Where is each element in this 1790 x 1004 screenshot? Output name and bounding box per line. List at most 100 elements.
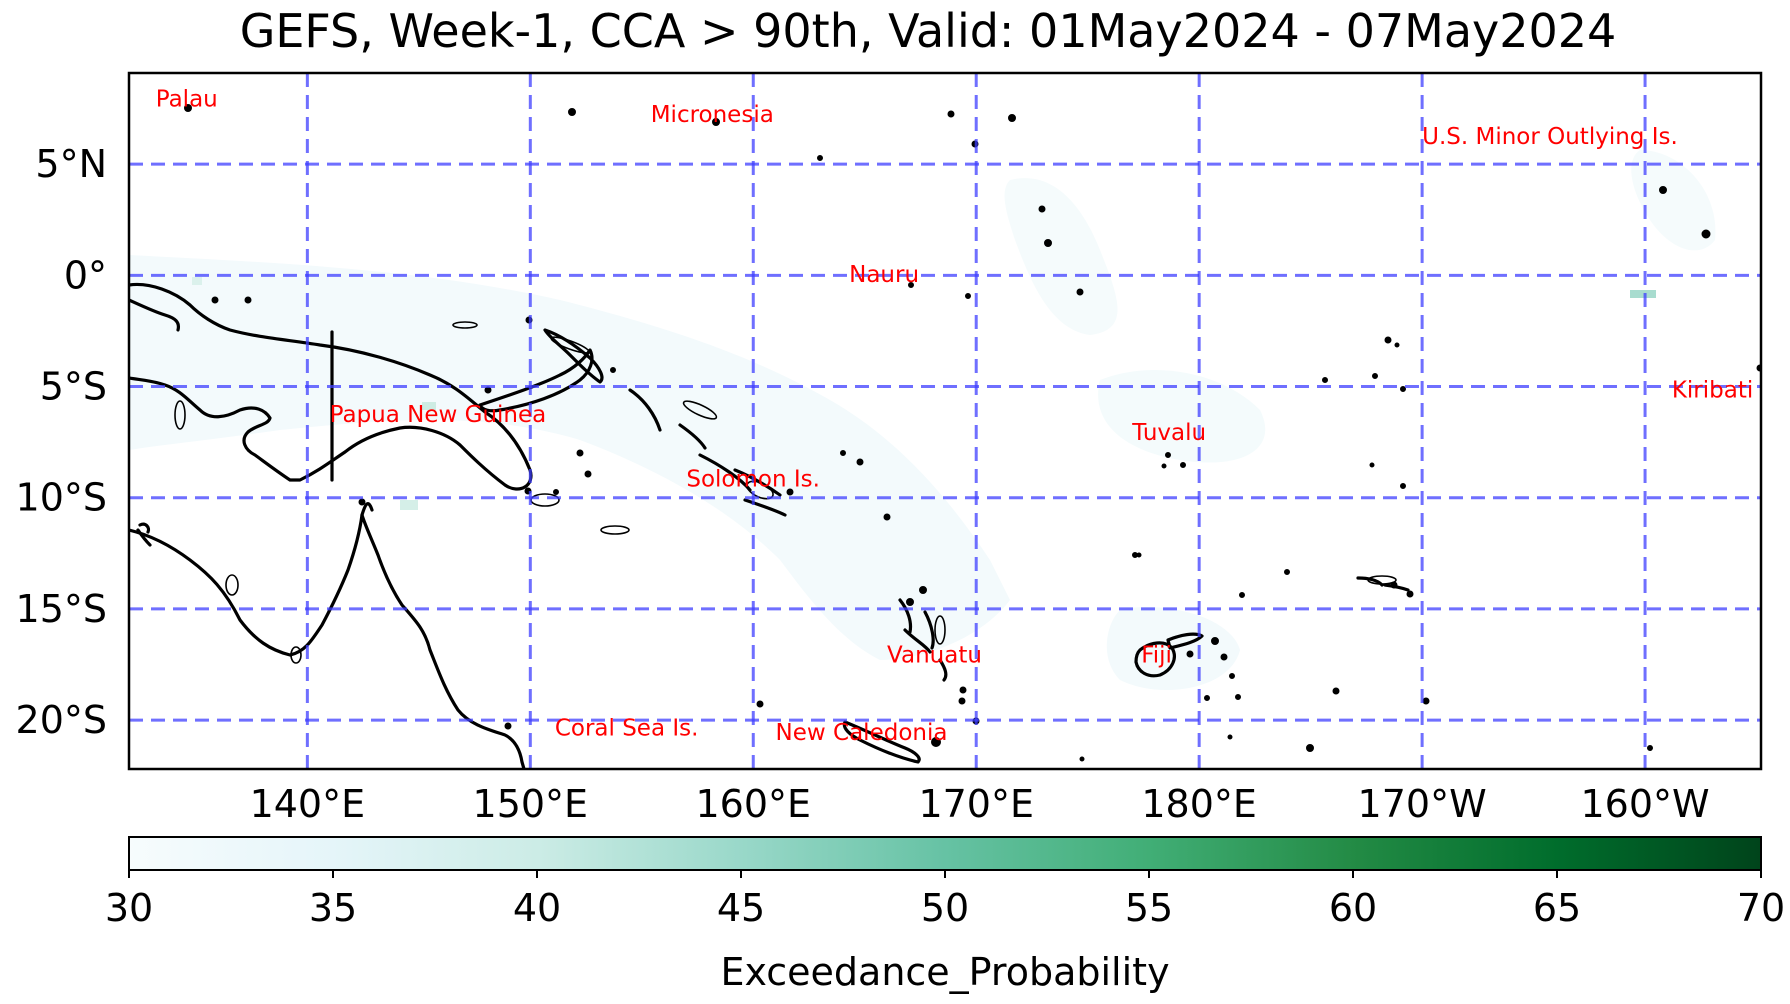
tasmania-islands-coastline [136,522,152,547]
probability-band-central [1098,370,1266,463]
cape-york-coastline [360,502,374,517]
longitude-tick-label: 160°E [695,782,811,826]
country-label: Vanuatu [887,642,982,668]
latitude-tick-label: 5°N [35,142,107,186]
island-dot [906,598,914,606]
map-background [129,73,1761,769]
island-dot [908,282,914,288]
longitude-tick-label: 150°E [473,782,589,826]
country-label: Solomon Is. [686,467,820,493]
island-dot [840,450,846,456]
country-label: Papua New Guinea [330,402,547,428]
island-dot [576,449,584,457]
colorbar: 30 35 40 45 50 55 60 65 70 Exceedance_Probabilit… [105,836,1785,994]
island-dot [1136,552,1142,558]
probability-band-equatorial [129,255,1010,660]
island-dot [1701,229,1711,239]
colorbar-tick-label: 60 [1329,886,1377,930]
island-dot [1659,186,1667,194]
country-label: New Caledonia [776,720,948,746]
new-ireland-coastline [543,328,604,384]
country-label: Kiribati [1672,378,1753,404]
island-dot [1406,590,1414,598]
island-shape [225,574,239,596]
island-dot [1165,452,1171,458]
country-label: Micronesia [651,102,774,128]
island-dot [1229,673,1235,679]
colorbar-tick-label: 65 [1533,886,1581,930]
probability-patch [192,277,202,285]
latitude-tick-label: 10°S [16,476,107,520]
map-panel: Palau Micronesia U.S. Minor Outlying Is. Na… [16,71,1763,826]
colorbar-tick-label: 35 [309,886,357,930]
island-dot [1220,653,1228,661]
island-dot [712,118,720,126]
map-coastlines [129,282,1410,769]
island-dot [1076,288,1084,296]
island-dot [817,155,823,161]
island-dot [1180,462,1186,468]
colorbar-tick-label: 50 [921,886,969,930]
island-dot [358,498,366,506]
island-dot [1044,239,1052,247]
island-shape [290,646,302,664]
longitude-tick-label: 140°E [250,782,366,826]
probability-band-east [1631,150,1716,251]
longitude-tick-label: 180°E [1141,782,1257,826]
island-dot [1369,462,1375,468]
island-shape [550,336,590,354]
latitude-tick-label: 20°S [16,698,107,742]
island-dot [1132,552,1138,558]
latitude-tick-label: 15°S [16,587,107,631]
island-dot [1394,342,1400,348]
new-guinea-coastline [129,282,533,491]
map-frame [127,71,1763,771]
island-dot [1227,734,1233,740]
longitude-tick-label: 160°W [1581,782,1710,826]
fiji-vanua-levu-coastline [1166,632,1204,650]
country-label: Coral Sea Is. [555,716,699,742]
colorbar-tick-label: 55 [1125,886,1173,930]
probability-band-north [1004,178,1118,335]
colorbar-tick-label: 30 [105,886,153,930]
colorbar-gradient [128,836,1762,871]
island-dot [1306,744,1314,752]
island-dot [1079,756,1085,762]
island-dot [584,470,592,478]
island-dot [1008,114,1016,122]
island-dot [1400,386,1406,392]
new-britain-coastline [478,348,594,413]
colorbar-label: Exceedance_Probability [720,950,1169,994]
island-dot [1038,205,1046,213]
longitude-tick-labels: 140°E 150°E 160°E 170°E 180°E 170°W 160°W [250,782,1710,826]
island-dot [610,367,616,373]
map-gridlines [129,73,1761,769]
colorbar-tick-label: 40 [513,886,561,930]
country-label: Fiji [1141,642,1172,668]
island-shape [1367,575,1397,585]
island-dot [484,386,492,394]
island-dot [883,513,891,521]
island-dot [1332,687,1340,695]
island-dot [947,110,955,118]
island-shape [452,321,478,329]
solomon-islands-coastline [628,388,787,517]
island-dot [1422,697,1430,705]
island-shape [600,525,630,535]
island-dot [958,697,966,705]
island-shape [174,400,186,430]
country-label: Palau [156,86,218,112]
island-dot [856,458,864,466]
map-islands [174,104,1761,762]
probability-patch [1630,290,1656,298]
bird-head-coastline [129,298,181,332]
island-dot [1235,694,1241,700]
island-dot [568,108,576,116]
island-dot [1204,695,1210,701]
country-label: U.S. Minor Outlying Is. [1422,124,1678,150]
island-dot [1284,569,1290,575]
country-label: Tuvalu [1131,420,1206,446]
longitude-tick-label: 170°W [1358,782,1487,826]
colorbar-tick-labels: 30 35 40 45 50 55 60 65 70 [105,870,1785,930]
